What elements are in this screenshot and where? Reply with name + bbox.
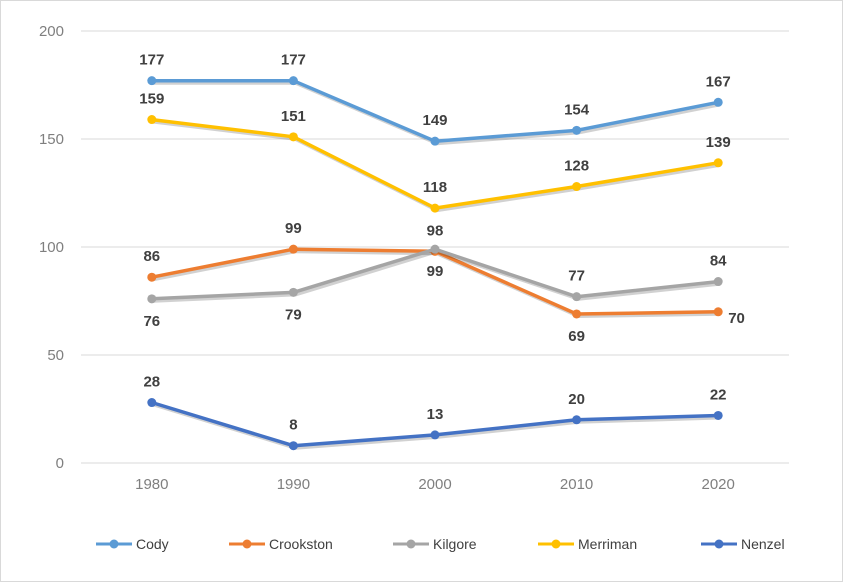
data-point-crookston	[288, 244, 298, 254]
y-tick-label: 150	[39, 131, 64, 148]
data-point-kilgore	[430, 244, 440, 254]
series-group	[147, 76, 723, 451]
data-label-cody: 149	[422, 112, 447, 129]
x-tick-label: 2010	[560, 476, 593, 493]
data-point-cody	[288, 76, 298, 86]
data-label-crookston: 86	[143, 248, 160, 265]
data-point-kilgore	[147, 294, 157, 304]
data-label-nenzel: 8	[289, 417, 297, 434]
data-point-merriman	[430, 203, 440, 213]
data-label-cody: 177	[139, 52, 164, 69]
y-axis: 0 50 100 150 200	[39, 23, 64, 472]
legend-item-nenzel: Nenzel	[701, 536, 785, 552]
data-point-nenzel	[147, 398, 157, 408]
data-point-merriman	[288, 132, 298, 142]
x-tick-label: 1980	[135, 476, 168, 493]
data-labels: 177 177 149 154 167 86 99 98 69 70 76 79 99 77 84 159 15…	[139, 52, 745, 434]
x-tick-label: 2020	[702, 476, 735, 493]
data-point-nenzel	[430, 430, 440, 440]
data-label-crookston: 98	[427, 222, 444, 239]
y-tick-label: 50	[47, 347, 64, 364]
x-tick-label: 1990	[277, 476, 310, 493]
legend-marker-crookston	[242, 539, 252, 549]
legend-marker-cody	[109, 539, 119, 549]
data-label-nenzel: 22	[710, 386, 727, 403]
data-label-nenzel: 20	[568, 391, 585, 408]
legend-label-kilgore: Kilgore	[433, 536, 477, 552]
legend-item-kilgore: Kilgore	[393, 536, 477, 552]
series-shadow-merriman	[153, 119, 721, 213]
data-point-crookston	[713, 307, 723, 317]
data-label-merriman: 159	[139, 91, 164, 108]
data-point-cody	[430, 136, 440, 146]
data-label-cody: 177	[281, 52, 306, 69]
data-label-nenzel: 28	[143, 374, 160, 391]
data-label-kilgore: 79	[285, 306, 302, 323]
legend-label-crookston: Crookston	[269, 536, 333, 552]
data-label-crookston: 70	[728, 310, 745, 327]
legend-label-nenzel: Nenzel	[741, 536, 785, 552]
legend-item-merriman: Merriman	[538, 536, 637, 552]
data-label-kilgore: 77	[568, 268, 585, 285]
legend-item-cody: Cody	[96, 536, 169, 552]
data-point-merriman	[147, 115, 157, 125]
data-point-kilgore	[713, 277, 723, 287]
data-label-merriman: 118	[423, 179, 447, 196]
legend-label-merriman: Merriman	[578, 536, 637, 552]
data-label-nenzel: 13	[427, 406, 444, 423]
data-label-cody: 154	[564, 101, 590, 118]
x-axis: 1980 1990 2000 2010 2020	[135, 476, 735, 493]
data-point-cody	[147, 76, 157, 86]
legend: Cody Crookston Kilgore Merriman Nenzel	[96, 536, 785, 552]
data-point-cody	[713, 97, 723, 107]
legend-label-cody: Cody	[136, 536, 169, 552]
data-point-nenzel	[572, 415, 582, 425]
data-point-nenzel	[713, 410, 723, 420]
data-label-merriman: 151	[281, 108, 306, 125]
data-label-kilgore: 84	[710, 253, 727, 270]
data-label-kilgore: 76	[143, 313, 160, 330]
data-point-merriman	[572, 182, 582, 192]
data-label-merriman: 139	[706, 134, 731, 151]
y-tick-label: 100	[39, 239, 64, 256]
x-tick-label: 2000	[418, 476, 451, 493]
legend-marker-kilgore	[406, 539, 416, 549]
data-label-kilgore: 99	[427, 263, 444, 280]
legend-marker-merriman	[551, 539, 561, 549]
data-label-crookston: 99	[285, 220, 302, 237]
legend-item-crookston: Crookston	[229, 536, 333, 552]
data-point-crookston	[572, 309, 582, 319]
data-point-nenzel	[288, 441, 298, 451]
y-tick-label: 200	[39, 23, 64, 40]
data-label-cody: 167	[706, 73, 731, 90]
data-label-crookston: 69	[568, 328, 585, 345]
data-point-merriman	[713, 158, 723, 168]
data-point-crookston	[147, 272, 157, 282]
y-tick-label: 0	[56, 455, 64, 472]
legend-marker-nenzel	[714, 539, 724, 549]
data-point-kilgore	[288, 287, 298, 297]
series-line-crookston	[151, 247, 719, 316]
data-point-kilgore	[572, 292, 582, 302]
data-point-cody	[572, 125, 582, 135]
data-label-merriman: 128	[564, 158, 589, 175]
